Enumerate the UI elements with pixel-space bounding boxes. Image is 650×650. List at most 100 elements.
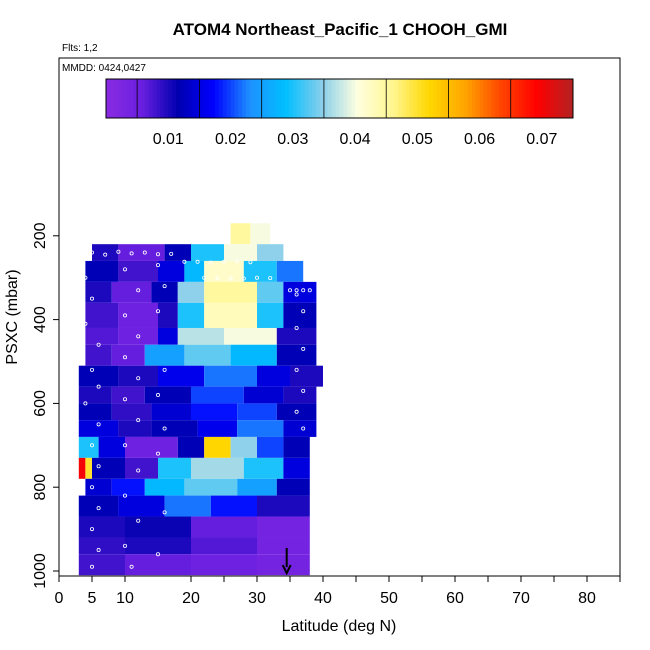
heatmap-cell bbox=[98, 436, 125, 458]
heatmap-cell bbox=[85, 302, 119, 328]
colorbar-swatch bbox=[179, 79, 185, 118]
track-point bbox=[90, 296, 95, 301]
colorbar-swatch bbox=[378, 79, 383, 118]
colorbar-swatch bbox=[137, 79, 142, 118]
colorbar-swatch bbox=[409, 79, 414, 118]
heatmap-cell bbox=[111, 386, 145, 404]
heatmap-cell bbox=[158, 365, 205, 387]
heatmap-cell bbox=[283, 302, 317, 328]
colorbar-swatch bbox=[288, 79, 294, 118]
colorbar-swatch bbox=[156, 79, 161, 118]
heatmap-cell bbox=[78, 495, 119, 517]
colorbar-swatch bbox=[308, 79, 313, 118]
heatmap-cell bbox=[111, 403, 152, 421]
track-point bbox=[123, 397, 128, 402]
colorbar-swatch bbox=[362, 79, 368, 118]
heatmap-cell bbox=[118, 327, 158, 345]
colorbar-swatch bbox=[327, 79, 333, 118]
colorbar-swatch bbox=[526, 79, 531, 118]
heatmap-cell bbox=[125, 516, 191, 538]
colorbar-swatch bbox=[335, 79, 340, 118]
track-point bbox=[136, 334, 141, 339]
colorbar-swatch bbox=[218, 79, 224, 118]
track-point bbox=[155, 451, 160, 456]
colorbar-swatch bbox=[121, 79, 126, 118]
track-point bbox=[83, 401, 88, 406]
colorbar-tick-label: 0.07 bbox=[526, 131, 557, 148]
track-point bbox=[155, 309, 160, 314]
track-point bbox=[162, 426, 167, 431]
colorbar-swatch bbox=[144, 79, 150, 118]
track-point bbox=[169, 251, 174, 256]
colorbar-swatch bbox=[444, 79, 449, 118]
colorbar-swatch bbox=[234, 79, 239, 118]
x-axis-label: Latitude (deg N) bbox=[282, 618, 397, 635]
colorbar-swatch bbox=[246, 79, 251, 118]
heatmap-cell bbox=[257, 537, 310, 555]
colorbar-swatch bbox=[211, 79, 216, 118]
colorbar-tick-label: 0.06 bbox=[464, 131, 495, 148]
heatmap-cell bbox=[257, 281, 284, 303]
colorbar-swatch bbox=[343, 79, 348, 118]
colorbar-swatch bbox=[269, 79, 274, 118]
heatmap-cell bbox=[158, 302, 178, 328]
colorbar-swatch bbox=[304, 79, 309, 118]
colorbar-swatch bbox=[510, 79, 516, 118]
colorbar-swatch bbox=[374, 79, 379, 118]
track-point bbox=[136, 288, 141, 293]
heatmap-cell bbox=[111, 344, 145, 366]
track-point bbox=[116, 249, 121, 254]
heatmap-cell bbox=[85, 344, 112, 366]
colorbar-swatch bbox=[460, 79, 465, 118]
heatmap-cell bbox=[230, 344, 277, 366]
colorbar-swatch bbox=[152, 79, 158, 118]
colorbar-swatch bbox=[164, 79, 169, 118]
colorbar-tick-label: 0.04 bbox=[339, 131, 370, 148]
colorbar-swatch bbox=[285, 79, 290, 118]
colorbar-swatch bbox=[316, 79, 321, 118]
colorbar-swatch bbox=[347, 79, 352, 118]
track-point bbox=[155, 263, 160, 268]
track-point bbox=[123, 543, 128, 548]
track-point bbox=[202, 275, 207, 280]
heatmap-cell bbox=[257, 516, 310, 538]
track-point bbox=[123, 267, 128, 272]
colorbar-swatch bbox=[273, 79, 278, 118]
colorbar-swatch bbox=[491, 79, 496, 118]
colorbar-swatch bbox=[452, 79, 457, 118]
colorbar-swatch bbox=[382, 79, 387, 118]
track-point bbox=[301, 288, 306, 293]
track-point bbox=[221, 259, 226, 264]
track-point bbox=[294, 325, 299, 330]
x-tick-label: 0 bbox=[55, 590, 64, 607]
heatmap-cell bbox=[191, 244, 224, 261]
heatmap-cell bbox=[85, 281, 112, 303]
track-point bbox=[182, 259, 187, 264]
x-tick-label: 20 bbox=[182, 590, 200, 607]
heatmap-cell bbox=[184, 344, 231, 366]
colorbar-swatch bbox=[195, 79, 200, 118]
heatmap-cell bbox=[224, 244, 257, 261]
heatmap-cell bbox=[276, 403, 317, 421]
heatmap-cell bbox=[151, 403, 191, 421]
heatmap-cell bbox=[237, 478, 277, 496]
track-point bbox=[103, 252, 108, 257]
colorbar-swatch bbox=[432, 79, 438, 118]
colorbar-swatch bbox=[191, 79, 197, 118]
colorbar-swatch bbox=[413, 79, 418, 118]
colorbar-swatch bbox=[203, 79, 208, 118]
heatmap-cell bbox=[283, 457, 310, 479]
heatmap-cell bbox=[250, 223, 271, 245]
colorbar-swatch bbox=[401, 79, 407, 118]
colorbar-swatch bbox=[292, 79, 298, 118]
colorbar-swatch bbox=[429, 79, 434, 118]
colorbar-swatch bbox=[522, 79, 527, 118]
colorbar-swatch bbox=[483, 79, 488, 118]
colorbar-swatch bbox=[230, 79, 235, 118]
heatmap-cell bbox=[158, 260, 185, 282]
y-axis-label: PSXC (mbar) bbox=[4, 269, 21, 364]
colorbar-swatch bbox=[386, 79, 391, 118]
track-point bbox=[195, 259, 200, 264]
track-point bbox=[90, 367, 95, 372]
